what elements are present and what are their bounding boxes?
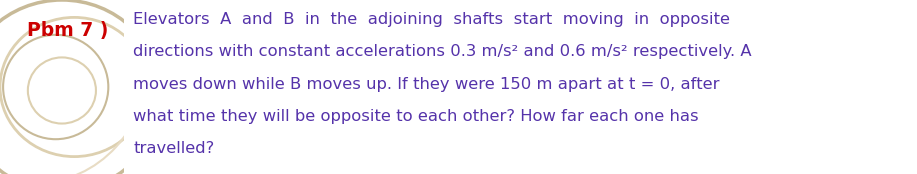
Text: Pbm 7 ): Pbm 7 ) [28, 21, 109, 40]
Text: Elevators  A  and  B  in  the  adjoining  shafts  start  moving  in  opposite: Elevators A and B in the adjoining shaft… [133, 12, 730, 27]
Text: travelled?: travelled? [133, 141, 215, 156]
Text: directions with constant accelerations 0.3 m/s² and 0.6 m/s² respectively. A: directions with constant accelerations 0… [133, 44, 752, 59]
Text: what time they will be opposite to each other? How far each one has: what time they will be opposite to each … [133, 109, 699, 124]
Text: moves down while B moves up. If they were 150 m apart at t = 0, after: moves down while B moves up. If they wer… [133, 77, 720, 92]
